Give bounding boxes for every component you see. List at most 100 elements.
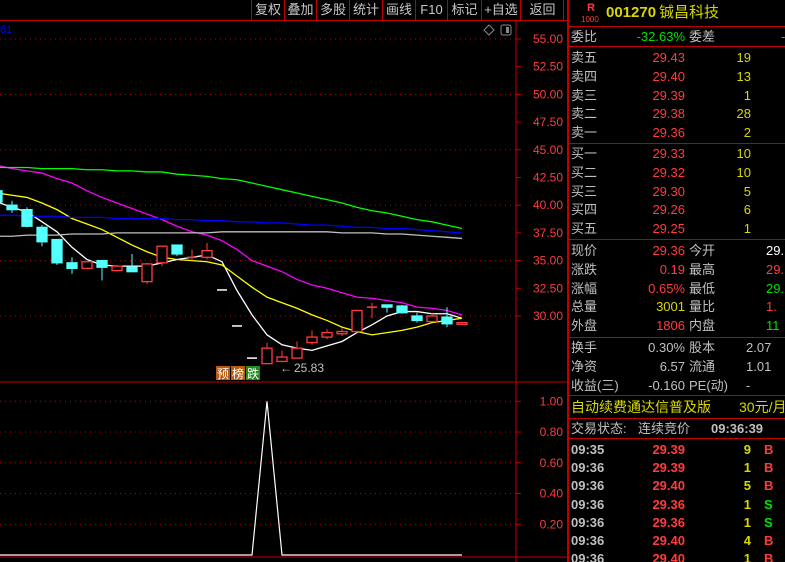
rating-badge-bottom: 1000	[581, 15, 599, 24]
chart-toolbar: 复权 叠加 多股 统计 画线 F10 标记 +自选 返回	[0, 0, 567, 21]
quote-label2: 最低	[689, 280, 716, 296]
ma5-line	[0, 202, 463, 352]
quote-value: 0.65%	[648, 280, 685, 296]
trade-price: 29.39	[652, 442, 685, 457]
quote-label2: 今开	[689, 243, 716, 258]
status-time: 09:36:39	[711, 421, 764, 436]
trade-time: 09:36	[571, 496, 605, 512]
candle	[111, 265, 123, 272]
signal-badge[interactable]	[231, 366, 245, 380]
finance-value2: 2.07	[746, 340, 772, 355]
level-price: 29.26	[652, 202, 685, 218]
trade-volume: 5	[743, 478, 751, 494]
level-label: 买四	[571, 202, 598, 218]
trade-direction: B	[764, 551, 774, 562]
finance-value2: 1.01	[746, 358, 772, 374]
candle	[201, 242, 213, 260]
price-tick-label: 32.50	[533, 281, 563, 295]
status-label: 交易状态:	[571, 421, 627, 436]
signal-badge[interactable]	[246, 366, 260, 380]
toolbar-button-6[interactable]: 标记	[447, 0, 481, 20]
trade-direction: B	[764, 533, 774, 548]
level-price: 29.32	[652, 164, 685, 180]
trade-direction: B	[764, 442, 774, 457]
level-label: 买二	[571, 164, 598, 180]
toolbar-button-5[interactable]: F10	[415, 0, 447, 20]
level-label: 卖四	[571, 68, 598, 84]
signal-badge-text[interactable]: 榜	[232, 366, 244, 381]
candle	[381, 304, 393, 313]
signal-badge[interactable]	[216, 366, 230, 380]
finance-label2: 股本	[689, 340, 716, 355]
quote-value2: 29.	[766, 280, 785, 296]
subscription-ad[interactable]: 自动续费通达信普及版 30元/月	[571, 398, 785, 417]
quote-label2: 量比	[689, 299, 716, 315]
candle	[171, 244, 183, 257]
sell-level: 卖三 29.39 1	[571, 86, 785, 105]
level-volume: 28	[736, 106, 751, 122]
toolbar-button-3[interactable]: 统计	[349, 0, 382, 20]
trade-row: 09:36 29.36 1 S	[571, 513, 785, 532]
panel-toggle-icon[interactable]	[500, 24, 512, 36]
toolbar-button-2[interactable]: 多股	[316, 0, 349, 20]
finance-label: 收益(三)	[571, 377, 619, 393]
min-price-label: ←	[280, 361, 292, 375]
candle	[396, 304, 408, 314]
indicator-label: 61	[0, 24, 12, 36]
quote-row: 总量 3001 量比 1.	[571, 297, 785, 316]
stock-header: R 1000 001270 铖昌科技	[571, 2, 785, 27]
price-tick-label: 42.50	[533, 171, 563, 185]
candle	[411, 312, 423, 323]
level-volume: 19	[736, 50, 751, 65]
quote-label2: 内盘	[689, 318, 716, 334]
candle	[336, 328, 348, 336]
toolbar-button-7[interactable]: +自选	[481, 0, 520, 20]
candle	[441, 307, 453, 328]
level-price: 29.43	[652, 50, 685, 65]
rating-badge-top: R	[587, 2, 595, 14]
trade-row: 09:36 29.36 1 S	[571, 495, 785, 514]
level-volume: 10	[736, 164, 751, 180]
trade-volume: 9	[743, 442, 751, 457]
diamond-icon[interactable]	[483, 24, 495, 36]
candle	[351, 309, 363, 333]
trade-time: 09:36	[571, 514, 605, 530]
kline-chart[interactable]: 55.00 52.50 50.00 47.50 45.00 42.50 40.00 37.50…	[0, 0, 567, 562]
level-volume: 10	[736, 146, 751, 161]
level-volume: 1	[743, 221, 751, 237]
candle	[6, 200, 18, 213]
weibi-row: 委比 -32.63% 委差 -	[571, 27, 785, 46]
quote-value: 0.19	[659, 261, 685, 277]
ad-text[interactable]: 自动续费通达信普及版	[571, 399, 711, 415]
trade-time: 09:35	[571, 442, 605, 457]
weicha-value: -	[781, 29, 785, 44]
sell-level: 卖一 29.36 2	[571, 123, 785, 142]
candle	[306, 330, 318, 345]
level-label: 卖三	[571, 87, 598, 103]
quote-value2: 29.	[766, 261, 785, 277]
finance-label2: PE(动)	[689, 377, 729, 393]
ad-price[interactable]: 30元/月	[739, 399, 785, 415]
finance-row: 换手 0.30% 股本 2.07	[571, 338, 785, 357]
finance-label2: 流通	[689, 358, 716, 374]
trade-row: 09:35 29.39 9 B	[571, 440, 785, 459]
candle	[187, 249, 197, 261]
trade-price: 29.40	[652, 478, 685, 494]
finance-row: 净资 6.57 流通 1.01	[571, 357, 785, 376]
trade-direction: B	[764, 478, 774, 494]
candle	[126, 253, 138, 273]
signal-badge-text[interactable]: 预	[217, 367, 229, 381]
toolbar-button-4[interactable]: 画线	[382, 0, 415, 20]
signal-badge-text[interactable]: 跌	[247, 366, 259, 381]
quote-row: 涨跌 0.19 最高 29.	[571, 260, 785, 279]
toolbar-button-8[interactable]: 返回	[520, 0, 564, 20]
toolbar-button-1[interactable]: 叠加	[284, 0, 316, 20]
level-price: 29.30	[652, 183, 685, 199]
level-volume: 6	[743, 202, 751, 218]
trade-direction: S	[764, 514, 773, 530]
quote-row: 现价 29.36 今开 29.	[571, 241, 785, 260]
price-tick-label: 45.00	[533, 143, 563, 157]
toolbar-button-0[interactable]: 复权	[251, 0, 284, 20]
trade-time: 09:36	[571, 460, 605, 476]
weibi-value: -32.63%	[636, 29, 685, 44]
